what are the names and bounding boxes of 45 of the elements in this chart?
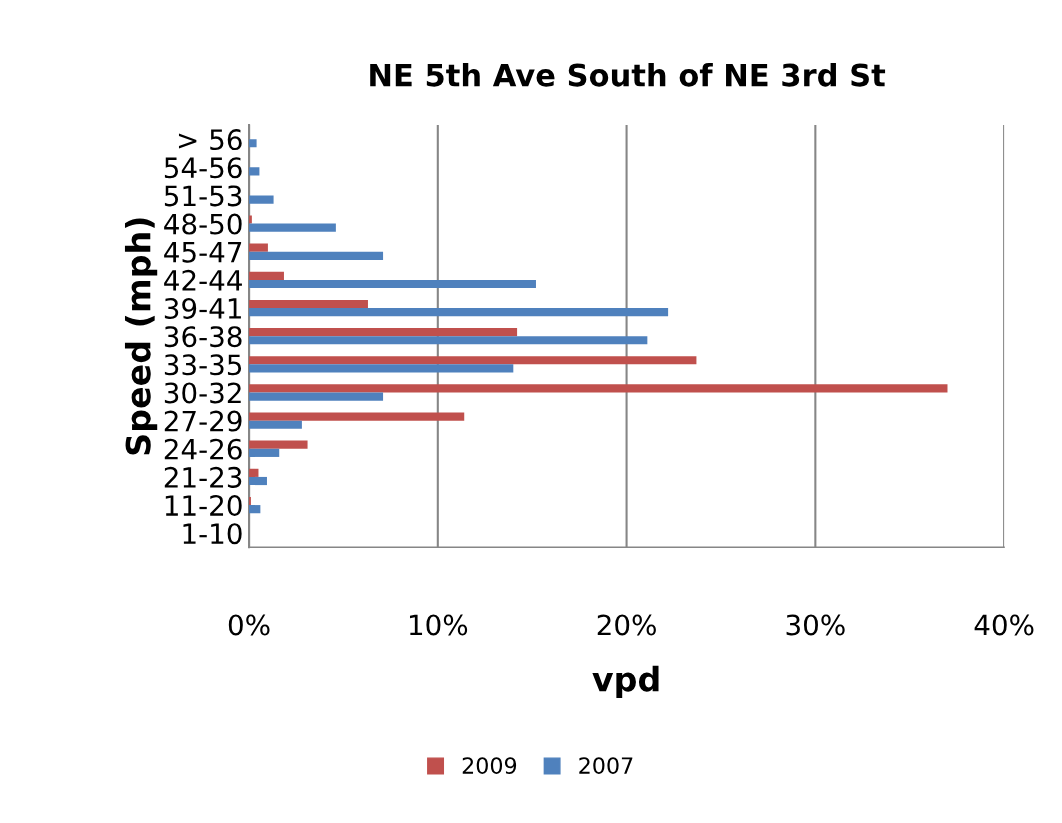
bar bbox=[249, 356, 697, 365]
y-tick-label: 1-10 bbox=[183, 523, 242, 545]
y-tick-label: 27-29 bbox=[164, 410, 242, 432]
y-tick-label: 24-26 bbox=[164, 438, 242, 460]
y-tick-label: 36-38 bbox=[164, 326, 242, 348]
y-tick-label: 45-47 bbox=[164, 242, 242, 263]
bar bbox=[249, 448, 280, 457]
bar bbox=[249, 223, 336, 232]
bar bbox=[249, 392, 384, 401]
bar bbox=[249, 139, 257, 148]
y-tick-label: 30-32 bbox=[164, 382, 241, 404]
y-tick-label: 33-35 bbox=[164, 354, 242, 376]
bar bbox=[249, 476, 267, 486]
chart-title: NE 5th Ave South of NE 3rd St bbox=[370, 62, 886, 87]
x-tick-label: 0% bbox=[228, 614, 270, 636]
y-tick-label: 54-56 bbox=[164, 157, 242, 179]
y-tick-label: > 56 bbox=[178, 129, 242, 151]
bar bbox=[249, 420, 302, 429]
bar bbox=[249, 279, 536, 289]
x-tick-label: 30% bbox=[786, 614, 845, 636]
bar bbox=[249, 364, 514, 373]
y-axis-title: Speed (mph) bbox=[124, 218, 158, 455]
x-tick-label: 40% bbox=[974, 614, 1034, 636]
bar bbox=[249, 412, 465, 421]
legend-label: 2009 bbox=[462, 757, 517, 774]
bar bbox=[249, 336, 648, 345]
bar bbox=[249, 195, 274, 204]
x-tick-label: 20% bbox=[597, 614, 656, 636]
bar bbox=[249, 308, 669, 317]
bar bbox=[249, 243, 268, 252]
y-tick-label: 51-53 bbox=[164, 185, 242, 207]
bar bbox=[249, 328, 518, 337]
bar bbox=[249, 299, 368, 309]
y-tick-label: 21-23 bbox=[164, 466, 242, 488]
legend-label: 2007 bbox=[579, 757, 633, 774]
y-tick-label: 39-41 bbox=[164, 297, 241, 319]
y-tick-label: 11-20 bbox=[165, 495, 242, 517]
bar bbox=[249, 384, 948, 393]
bar bbox=[249, 271, 284, 280]
y-tick-label: 42-44 bbox=[164, 269, 242, 291]
bar bbox=[249, 440, 308, 449]
x-axis-title: vpd bbox=[592, 665, 659, 699]
x-tick-label: 10% bbox=[409, 614, 468, 636]
y-tick-label: 48-50 bbox=[164, 213, 242, 235]
bar bbox=[249, 251, 384, 260]
